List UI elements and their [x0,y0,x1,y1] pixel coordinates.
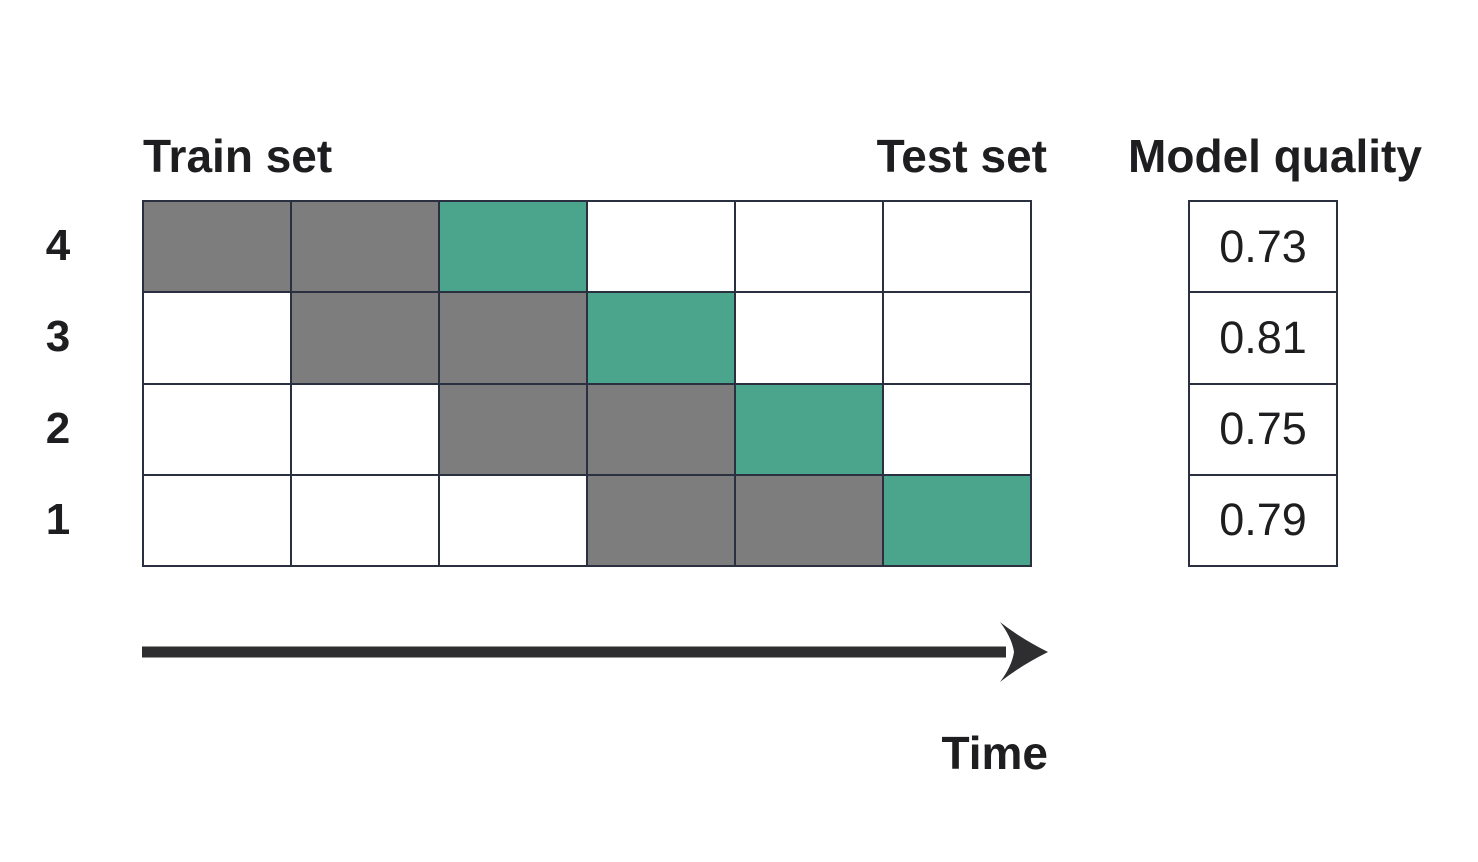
train-cell [292,202,440,294]
train-cell [292,293,440,385]
fold-row-label: 4 [45,220,71,270]
empty-cell [736,293,884,385]
time-arrow-icon [142,622,1048,682]
train-cell [588,384,736,476]
train-cell [440,384,588,476]
cv-folds-grid [142,200,1032,567]
empty-cell [884,293,1032,385]
test-cell [884,475,1032,567]
train-cell [736,475,884,567]
empty-cell [292,475,440,567]
model-quality-value: 0.73 [1190,202,1336,294]
train-cell [588,475,736,567]
fold-row-label: 2 [45,403,71,453]
model-quality-label: Model quality [1128,130,1422,182]
fold-row-labels: 4 3 2 1 [24,200,92,566]
train-cell [144,202,292,294]
model-quality-value: 0.75 [1190,385,1336,476]
empty-cell [144,475,292,567]
fold-row-label: 1 [45,495,71,545]
model-quality-column: 0.73 0.81 0.75 0.79 [1188,200,1338,567]
empty-cell [588,202,736,294]
empty-cell [736,202,884,294]
empty-cell [440,475,588,567]
test-set-label: Test set [876,130,1047,182]
arrow-head [1000,622,1048,682]
empty-cell [144,384,292,476]
empty-cell [884,202,1032,294]
test-cell [736,384,884,476]
empty-cell [144,293,292,385]
test-cell [588,293,736,385]
train-set-label: Train set [143,130,333,182]
arrow-shaft [142,646,1006,658]
test-cell [440,202,588,294]
empty-cell [884,384,1032,476]
model-quality-value: 0.79 [1219,494,1307,546]
time-axis-label: Time [941,727,1048,779]
empty-cell [292,384,440,476]
train-cell [440,293,588,385]
fold-row-label: 3 [45,312,71,362]
model-quality-value: 0.81 [1190,293,1336,385]
